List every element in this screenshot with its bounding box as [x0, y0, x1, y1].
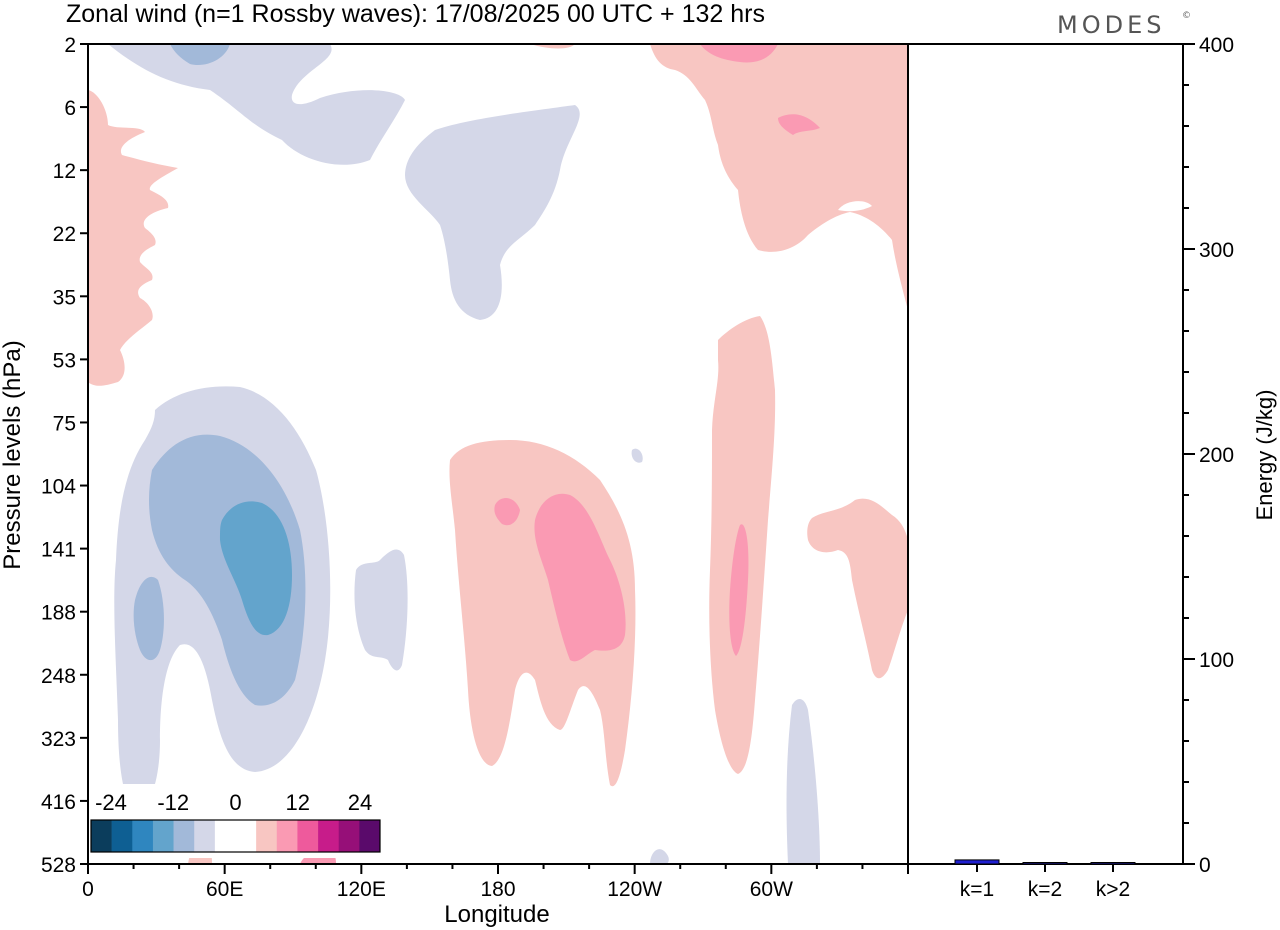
colorbar-swatch	[256, 820, 278, 852]
neg-contour-bottom-speck	[650, 849, 669, 864]
colorbar-swatch	[297, 820, 319, 852]
energy-tick-label: 200	[1199, 444, 1234, 467]
energy-plot-frame	[907, 43, 1184, 865]
pressure-axis: 2 6 12 22 35 53 75 104 141 188 248 323 416 528	[41, 34, 88, 877]
energy-bar-k=2	[1022, 862, 1068, 865]
pos-contour-upper-hole	[838, 201, 872, 212]
modes-logo-mark: ©	[1182, 11, 1195, 21]
y-tick-label: 22	[53, 223, 76, 246]
energy-cat-label: k=1	[960, 878, 994, 901]
pos-contour-upper-east-core	[700, 44, 820, 135]
neg-contour-upper-1	[108, 44, 405, 165]
x-tick-label: 120W	[607, 878, 662, 901]
longitude-axis: 0 60E 120E 180 120W 60W	[82, 864, 909, 901]
y-tick-label: 104	[41, 476, 76, 499]
colorbar-swatch	[338, 820, 360, 852]
contour-field	[88, 44, 908, 864]
pos-contour-east-lobe	[807, 498, 908, 679]
y-tick-label: 12	[53, 160, 76, 183]
x-axis-label: Longitude	[444, 901, 549, 928]
colorbar-swatch	[318, 820, 340, 852]
neg-contour-east-blob	[354, 549, 408, 671]
x-tick-label: 0	[82, 878, 94, 901]
y-tick-label: 53	[53, 349, 76, 372]
neg-contour-upper-2	[405, 105, 580, 320]
chart-title: Zonal wind (n=1 Rossby waves): 17/08/202…	[66, 0, 765, 28]
energy-axis-label: Energy (J/kg)	[1252, 390, 1277, 521]
energy-tick-label: 100	[1199, 649, 1234, 672]
energy-bar-k=1	[954, 859, 1000, 865]
colorbar-label: -12	[157, 790, 189, 815]
energy-bar-k>2	[1090, 862, 1136, 865]
colorbar-swatch	[91, 820, 112, 852]
colorbar-label: 24	[348, 790, 372, 815]
y-tick-label: 528	[41, 854, 76, 877]
x-tick-label: 60E	[206, 878, 243, 901]
y-axis-label: Pressure levels (hPa)	[0, 340, 26, 569]
pos-contour-west-upper	[88, 90, 178, 386]
x-tick-label: 120E	[337, 878, 386, 901]
y-tick-label: 323	[41, 728, 76, 751]
y-tick-label: 188	[41, 602, 76, 625]
colorbar-swatch	[111, 820, 133, 852]
y-tick-label: 75	[53, 412, 76, 435]
x-tick-label: 60W	[750, 878, 793, 901]
pos-contour-central-core	[534, 493, 626, 662]
x-tick-label: 180	[480, 878, 515, 901]
colorbar-swatch	[276, 820, 298, 852]
colorbar-swatch	[194, 820, 216, 852]
neg-contour-main-core	[220, 501, 292, 636]
energy-cat-label: k=2	[1028, 878, 1062, 901]
neg-contour-side-core	[133, 576, 164, 661]
energy-tick-label: 300	[1199, 239, 1234, 262]
colorbar-swatch	[214, 820, 236, 852]
colorbar-label: 12	[286, 790, 310, 815]
neg-contour-main-mid	[149, 434, 306, 706]
y-tick-label: 35	[53, 286, 76, 309]
colorbar-swatch	[132, 820, 154, 852]
y-tick-label: 2	[64, 34, 76, 57]
neg-contour-speck	[631, 448, 643, 463]
pos-contour-central-speck	[494, 498, 520, 526]
colorbar-swatch	[152, 820, 174, 852]
colorbar: -24 -12 0 12 24	[80, 784, 386, 858]
y-tick-label: 6	[64, 97, 76, 120]
y-tick-label: 416	[41, 791, 76, 814]
neg-contour-upper-core	[170, 44, 230, 66]
energy-tick-label: 0	[1199, 854, 1211, 877]
colorbar-swatch	[173, 820, 195, 852]
pos-contour-narrow-core	[729, 524, 749, 656]
colorbar-label: 0	[229, 790, 241, 815]
pos-contour-upper-east	[530, 44, 908, 310]
colorbar-swatch	[235, 820, 257, 852]
neg-contour-south-strip	[786, 698, 820, 864]
energy-tick-label: 400	[1199, 34, 1234, 57]
y-tick-label: 248	[41, 665, 76, 688]
energy-axis: 0 100 200 300 400	[1183, 34, 1234, 877]
y-tick-label: 141	[41, 539, 76, 562]
energy-bars: k=1 k=2 k>2	[954, 859, 1136, 901]
colorbar-label: -24	[95, 790, 127, 815]
modes-logo: MODES	[1057, 11, 1165, 39]
energy-cat-label: k>2	[1096, 878, 1130, 901]
colorbar-swatch	[359, 820, 381, 852]
colorbar-frame	[90, 819, 381, 853]
